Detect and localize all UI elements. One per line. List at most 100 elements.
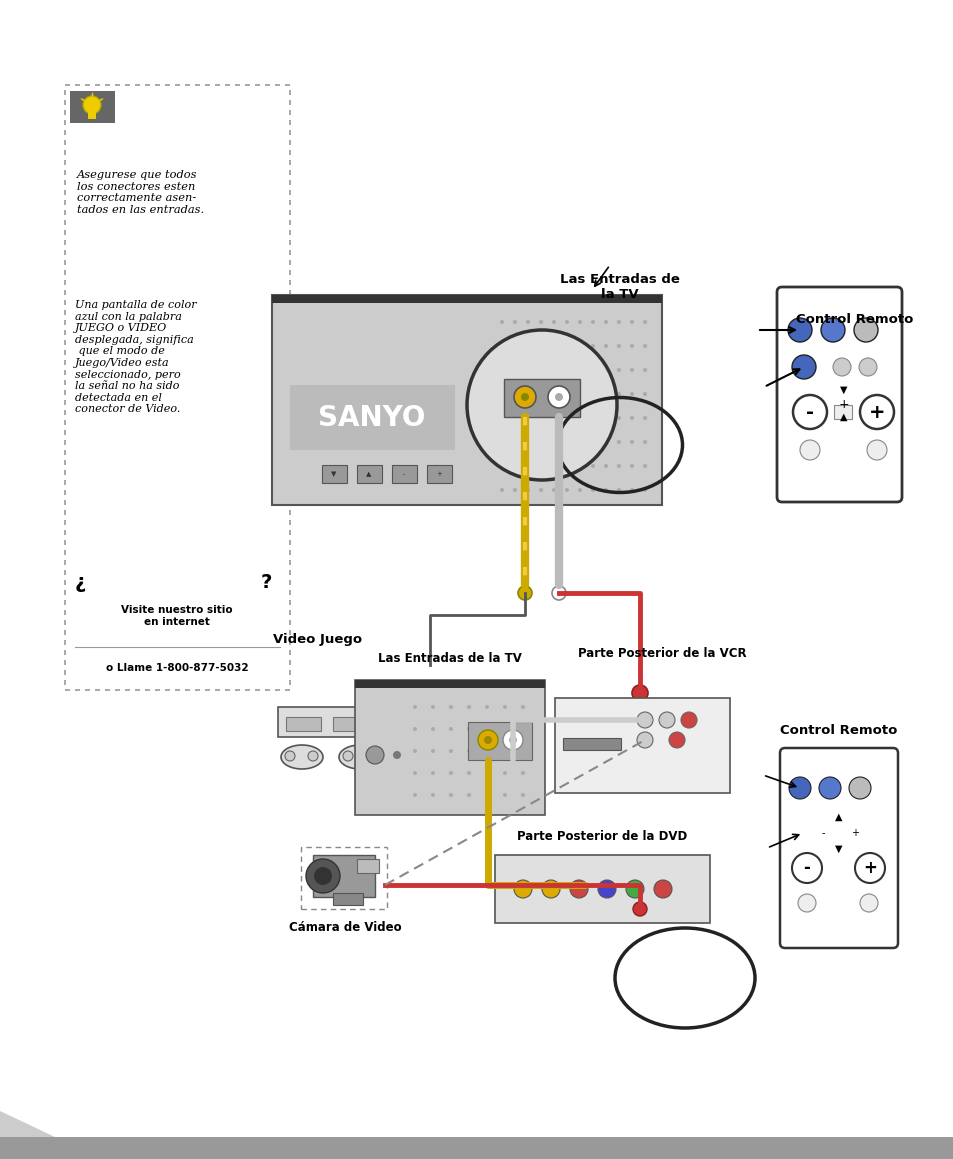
Text: Las Entradas de
la TV: Las Entradas de la TV — [559, 274, 679, 301]
Circle shape — [617, 464, 620, 468]
Circle shape — [467, 749, 471, 753]
Circle shape — [629, 464, 634, 468]
Circle shape — [552, 416, 556, 420]
Circle shape — [603, 440, 607, 444]
Circle shape — [642, 369, 646, 372]
Circle shape — [668, 732, 684, 748]
Circle shape — [467, 330, 617, 480]
Circle shape — [642, 344, 646, 348]
Circle shape — [642, 392, 646, 396]
Circle shape — [520, 749, 524, 753]
Circle shape — [413, 749, 416, 753]
Circle shape — [477, 730, 497, 750]
Circle shape — [552, 320, 556, 325]
Circle shape — [514, 386, 536, 408]
Circle shape — [654, 880, 671, 898]
Circle shape — [520, 771, 524, 775]
Circle shape — [513, 488, 517, 493]
Text: ▲: ▲ — [835, 812, 841, 822]
Circle shape — [564, 440, 568, 444]
Circle shape — [791, 355, 815, 379]
Circle shape — [617, 488, 620, 493]
Circle shape — [631, 685, 647, 701]
Circle shape — [467, 793, 471, 797]
Circle shape — [791, 853, 821, 883]
Circle shape — [538, 416, 542, 420]
Circle shape — [285, 751, 294, 761]
Bar — [356, 859, 378, 873]
Circle shape — [853, 318, 877, 342]
Text: Video Juego: Video Juego — [274, 633, 362, 646]
Circle shape — [431, 771, 435, 775]
Circle shape — [538, 440, 542, 444]
Circle shape — [603, 392, 607, 396]
Circle shape — [525, 464, 530, 468]
Text: -: - — [821, 828, 824, 838]
Circle shape — [343, 751, 353, 761]
Circle shape — [792, 395, 826, 429]
Bar — [468, 722, 532, 760]
Circle shape — [525, 488, 530, 493]
Circle shape — [642, 440, 646, 444]
Circle shape — [564, 416, 568, 420]
Circle shape — [617, 392, 620, 396]
Circle shape — [680, 712, 697, 728]
Circle shape — [552, 488, 556, 493]
Circle shape — [513, 416, 517, 420]
Circle shape — [502, 749, 506, 753]
Bar — [356, 465, 381, 483]
FancyBboxPatch shape — [780, 748, 897, 948]
Circle shape — [564, 320, 568, 325]
Circle shape — [578, 320, 581, 325]
Circle shape — [499, 369, 503, 372]
Circle shape — [569, 880, 587, 898]
Text: o Llame 1-800-877-5032: o Llame 1-800-877-5032 — [106, 663, 248, 673]
Circle shape — [449, 771, 453, 775]
Circle shape — [642, 488, 646, 493]
Text: Parte Posterior de la VCR: Parte Posterior de la VCR — [578, 647, 745, 659]
Circle shape — [308, 751, 317, 761]
Circle shape — [800, 440, 820, 460]
Circle shape — [637, 732, 652, 748]
Text: Asegurese que todos
los conectores esten
correctamente asen-
tados en las entrad: Asegurese que todos los conectores esten… — [77, 170, 204, 214]
Text: ▲: ▲ — [366, 471, 372, 478]
Ellipse shape — [281, 745, 323, 770]
Circle shape — [525, 320, 530, 325]
Circle shape — [502, 771, 506, 775]
Circle shape — [547, 386, 569, 408]
Text: ▲: ▲ — [840, 411, 847, 422]
Circle shape — [502, 705, 506, 709]
Circle shape — [431, 749, 435, 753]
Circle shape — [517, 586, 532, 600]
Text: Parte Posterior de la DVD: Parte Posterior de la DVD — [517, 830, 686, 843]
Circle shape — [538, 344, 542, 348]
Text: +: + — [868, 402, 884, 422]
Circle shape — [499, 488, 503, 493]
Circle shape — [366, 746, 384, 764]
Circle shape — [818, 777, 841, 799]
Circle shape — [858, 358, 876, 376]
Circle shape — [552, 440, 556, 444]
Bar — [313, 855, 375, 897]
Circle shape — [525, 344, 530, 348]
Circle shape — [552, 464, 556, 468]
Text: Control Remoto: Control Remoto — [796, 313, 913, 326]
Circle shape — [629, 369, 634, 372]
Bar — [392, 465, 416, 483]
Circle shape — [314, 867, 332, 885]
Circle shape — [306, 859, 339, 892]
Circle shape — [499, 344, 503, 348]
Text: +: + — [850, 828, 858, 838]
Bar — [355, 680, 544, 688]
Bar — [70, 92, 115, 123]
Circle shape — [499, 440, 503, 444]
Circle shape — [393, 751, 400, 759]
Circle shape — [590, 369, 595, 372]
Circle shape — [617, 344, 620, 348]
Circle shape — [629, 392, 634, 396]
Circle shape — [538, 488, 542, 493]
Circle shape — [788, 777, 810, 799]
Circle shape — [598, 880, 616, 898]
Circle shape — [578, 416, 581, 420]
Circle shape — [854, 853, 884, 883]
